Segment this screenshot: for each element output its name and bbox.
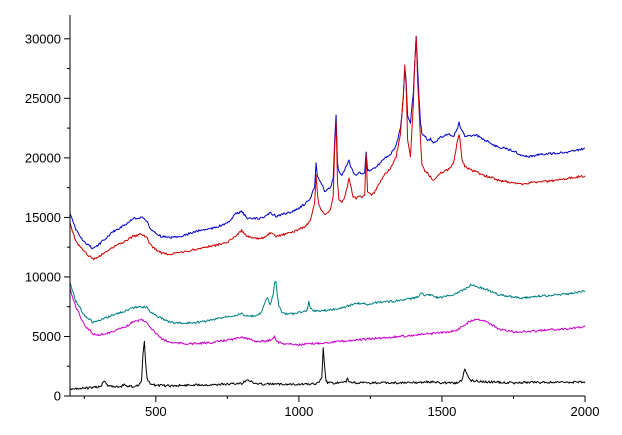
y-tick-label: 25000 [25,91,61,106]
series-line-2 [69,35,586,261]
series-line-4 [69,287,586,347]
y-tick-label: 5000 [32,329,61,344]
series-line-3 [69,280,586,325]
series-line-1 [69,35,586,250]
y-tick-label: 20000 [25,150,61,165]
axes-layer: 0 5000 10000 15000 20000 25000 30000 500 1000 150… [25,15,600,419]
y-tick-label: 0 [54,389,61,404]
x-tick-label: 1500 [427,404,456,419]
x-tick-label: 500 [145,404,167,419]
y-tick-label: 15000 [25,210,61,225]
x-tick-label: 1000 [284,404,313,419]
x-tick-label: 2000 [571,404,600,419]
series-line-5 [69,340,586,391]
y-tick-label: 30000 [25,31,61,46]
series-layer [69,35,586,391]
y-tick-label: 10000 [25,269,61,284]
